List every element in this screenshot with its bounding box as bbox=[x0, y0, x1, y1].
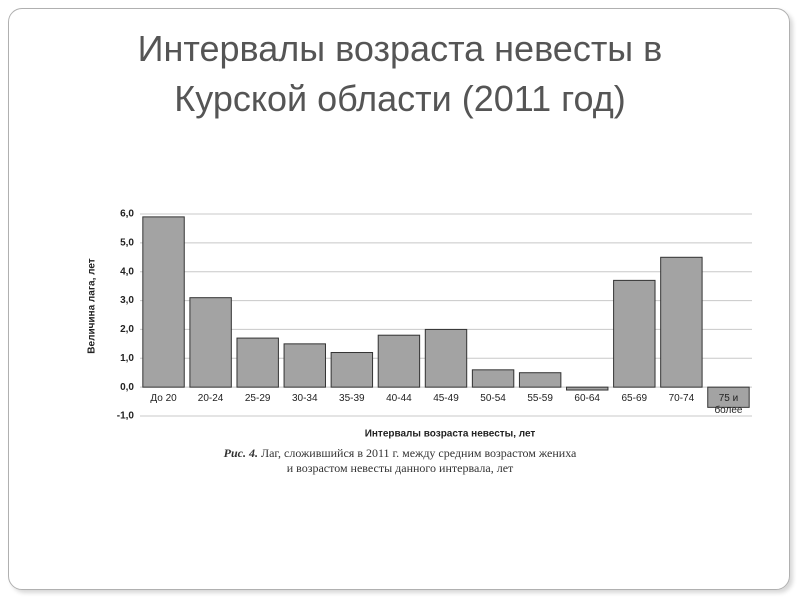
x-tick-label: 45-49 bbox=[433, 393, 459, 405]
y-tick-label: 5,0 bbox=[120, 237, 134, 248]
y-tick-label: -1,0 bbox=[117, 411, 135, 422]
slide-frame bbox=[8, 8, 790, 590]
bar bbox=[471, 369, 515, 388]
bar bbox=[660, 256, 703, 388]
x-tick-label: 75 и более bbox=[714, 393, 743, 417]
bar bbox=[566, 386, 609, 391]
caption: Рис. 4. Лаг, сложившийся в 2011 г. между… bbox=[180, 446, 620, 476]
x-tick-label: 65-69 bbox=[621, 393, 648, 405]
caption-line: и возрастом невесты данного интервала, л… bbox=[286, 461, 514, 475]
bar bbox=[424, 328, 468, 388]
x-tick-label: 60-64 bbox=[574, 393, 600, 405]
y-tick-label: 3,0 bbox=[120, 295, 134, 306]
x-tick-label: 30-34 bbox=[291, 393, 318, 405]
bar bbox=[377, 334, 421, 388]
bar bbox=[283, 343, 326, 388]
x-tick-label: 50-54 bbox=[480, 393, 506, 405]
bar bbox=[330, 352, 374, 388]
y-tick-label: 1,0 bbox=[120, 353, 134, 364]
slide-title: Интервалы возраста невесты в Курской обл… bbox=[137, 28, 663, 119]
x-tick-label: 55-59 bbox=[527, 393, 553, 405]
x-tick-label: 25-29 bbox=[244, 393, 271, 405]
x-tick-label: 20-24 bbox=[197, 393, 224, 405]
bar bbox=[236, 337, 279, 388]
y-axis-title: Величина лага, лет bbox=[87, 258, 98, 353]
bar bbox=[189, 297, 232, 388]
bar bbox=[613, 279, 656, 388]
y-tick-label: 6,0 bbox=[120, 209, 134, 220]
x-tick-label: 40-44 bbox=[386, 393, 412, 405]
y-tick-label: 0,0 bbox=[120, 382, 134, 393]
caption-line: Лаг, сложившийся в 2011 г. между средним… bbox=[260, 446, 577, 460]
x-tick-label: До 20 bbox=[150, 393, 177, 405]
x-tick-label: 70-74 bbox=[668, 393, 695, 405]
x-axis-title: Интервалы возраста невесты, лет bbox=[365, 429, 536, 440]
bar bbox=[518, 372, 562, 388]
bar bbox=[142, 216, 185, 388]
figure-label: Рис. 4. bbox=[223, 446, 258, 460]
x-tick-label: 35-39 bbox=[339, 393, 365, 405]
y-tick-label: 4,0 bbox=[120, 266, 134, 277]
bar bbox=[707, 386, 750, 408]
y-tick-label: 2,0 bbox=[120, 324, 134, 335]
